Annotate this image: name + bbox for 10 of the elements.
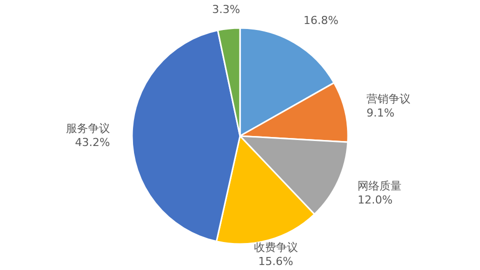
data-label: 15.6% (258, 255, 294, 268)
data-label: 12.0% (358, 193, 393, 206)
slice-label: 网络质量 (358, 179, 402, 192)
slice-label: 收费争议 (254, 241, 298, 254)
data-label: 3.3% (212, 3, 240, 16)
data-label: 43.2% (75, 136, 110, 150)
data-label: 9.1% (366, 106, 394, 120)
slice-label: 服务争议 (66, 122, 110, 136)
data-label: 16.8% (303, 14, 338, 28)
slice-label: 营销争议 (366, 92, 410, 106)
